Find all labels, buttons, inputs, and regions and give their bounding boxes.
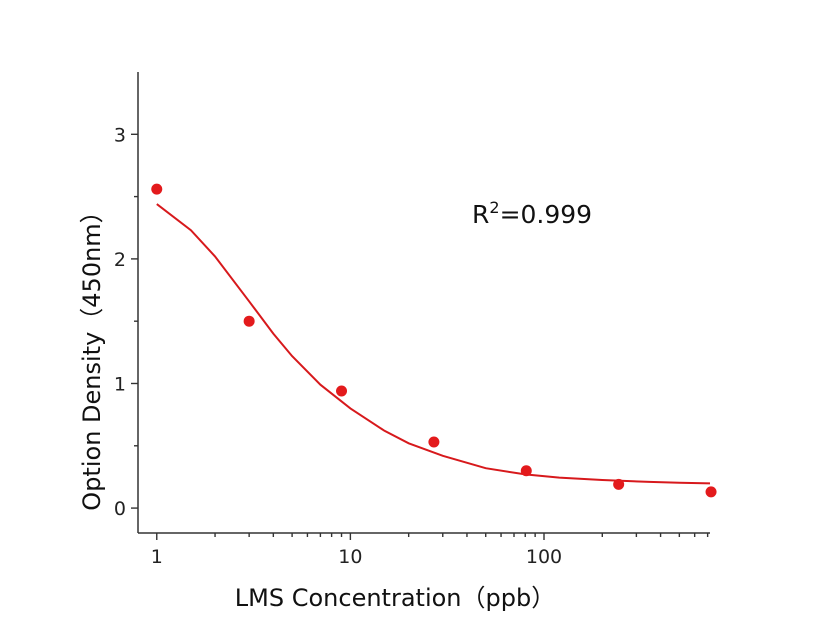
data-point [705, 486, 717, 498]
x-tick-label: 100 [526, 546, 562, 568]
x-tick-label: 1 [151, 546, 163, 568]
data-point [336, 385, 348, 397]
r-squared-base: R [472, 200, 489, 229]
r-squared-value: =0.999 [500, 200, 593, 229]
fit-curve [156, 203, 711, 485]
y-tick-label: 3 [114, 124, 126, 146]
ticks: 0 1 2 3 1 10 100 [114, 124, 709, 568]
x-axis-title: LMS Concentration（ppb） [235, 584, 555, 612]
r-squared-annotation: R2=0.999 [472, 198, 592, 229]
y-tick-label: 2 [114, 249, 126, 271]
x-tick-label: 10 [338, 546, 362, 568]
data-point [520, 465, 532, 477]
data-point [428, 436, 440, 448]
data-point [613, 478, 625, 490]
axes [137, 72, 710, 534]
y-axis-title: Option Density（450nm） [78, 199, 106, 510]
data-point [243, 315, 255, 327]
r-squared-superscript: 2 [489, 198, 499, 217]
y-tick-label: 0 [114, 498, 126, 520]
data-point [151, 183, 163, 195]
marks [151, 183, 717, 498]
y-tick-label: 1 [114, 373, 126, 395]
